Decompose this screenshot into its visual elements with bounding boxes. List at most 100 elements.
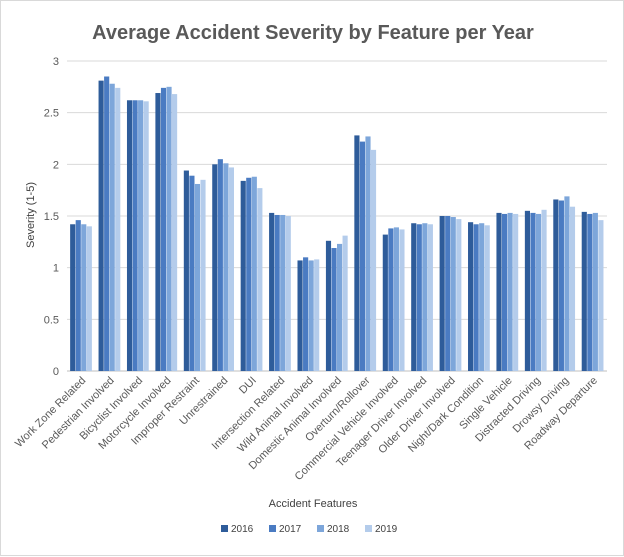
bar-2019	[541, 209, 547, 371]
bar-2016	[70, 224, 76, 371]
bar-2016	[382, 234, 388, 371]
legend-swatch	[269, 525, 276, 532]
bar-2016	[183, 170, 189, 371]
bar-2018	[194, 183, 201, 371]
bar-2017	[416, 224, 422, 371]
y-axis-title: Severity (1-5)	[25, 182, 37, 248]
bar-2016	[98, 80, 104, 371]
bar-2018	[251, 176, 257, 371]
bar-2019	[257, 188, 263, 371]
bar-2017	[359, 141, 366, 371]
y-tick-label: 1	[53, 263, 59, 275]
x-tick-label: DUI	[237, 375, 259, 397]
bar-2016	[297, 260, 303, 371]
y-tick-labels: 0 0.5 1 1.5 2 2.5 3	[44, 56, 59, 378]
bar-2016	[439, 216, 445, 371]
bar-2018	[337, 243, 343, 371]
bar-2019	[427, 224, 433, 371]
bar-2018	[592, 212, 598, 371]
bar-2017	[388, 228, 394, 371]
bar-2019	[200, 179, 206, 371]
bar-2016	[269, 212, 275, 371]
x-axis-title: Accident Features	[269, 498, 358, 510]
legend-swatch	[365, 525, 372, 532]
bar-2016	[325, 240, 332, 371]
bars	[70, 76, 604, 372]
bar-2018	[223, 163, 229, 371]
y-tick-label: 0	[53, 366, 59, 378]
bar-2018	[81, 224, 87, 371]
chart-title: Average Accident Severity by Feature per…	[92, 22, 534, 44]
bar-2019	[569, 206, 576, 371]
bar-2018	[138, 100, 144, 372]
bar-2017	[558, 200, 564, 371]
legend-label: 2018	[327, 524, 350, 535]
bar-2018	[450, 217, 456, 371]
bar-2016	[155, 93, 161, 371]
bar-2018	[365, 136, 371, 371]
bar-2016	[126, 100, 133, 372]
bar-2016	[240, 180, 246, 371]
bar-2016	[581, 211, 587, 371]
bar-2019	[143, 101, 149, 372]
bar-2019	[285, 216, 291, 371]
bar-2017	[530, 212, 536, 371]
bar-2019	[456, 219, 462, 371]
bar-2017	[104, 76, 110, 371]
y-tick-label: 2.5	[44, 108, 59, 120]
bar-2017	[331, 248, 337, 371]
legend: 2016 2017 2018 2019	[221, 524, 398, 535]
legend-label: 2016	[231, 524, 254, 535]
bar-2017	[303, 257, 309, 371]
y-tick-label: 2	[53, 159, 59, 171]
bar-2019	[370, 149, 377, 371]
bar-2017	[160, 87, 167, 372]
bar-2016	[553, 199, 559, 371]
bar-2019	[484, 225, 490, 371]
bar-2018	[535, 213, 542, 371]
bar-2016	[496, 212, 502, 371]
bar-2018	[166, 86, 172, 371]
bar-2019	[513, 213, 519, 371]
bar-2017	[75, 220, 81, 371]
bar-2017	[132, 100, 138, 372]
bar-2016	[524, 210, 530, 371]
bar-2017	[189, 175, 195, 371]
bar-2019	[598, 220, 604, 371]
bar-2017	[501, 213, 508, 371]
bar-2018	[393, 227, 399, 371]
bar-2017	[217, 159, 223, 371]
bar-2019	[228, 167, 234, 371]
bar-2019	[314, 259, 320, 371]
bar-2016	[411, 223, 417, 371]
bar-2018	[479, 223, 485, 371]
y-tick-label: 1.5	[44, 211, 59, 223]
legend-label: 2017	[279, 524, 302, 535]
bar-2019	[115, 87, 121, 372]
y-tick-label: 0.5	[44, 314, 59, 326]
bar-2018	[507, 212, 513, 371]
bar-2019	[172, 94, 178, 371]
bar-2018	[109, 83, 115, 371]
bar-2016	[468, 222, 474, 371]
legend-swatch	[317, 525, 324, 532]
legend-label: 2019	[375, 524, 398, 535]
bar-2019	[342, 235, 348, 371]
bar-2019	[399, 229, 405, 371]
legend-swatch	[221, 525, 228, 532]
bar-2017	[274, 214, 280, 371]
bar-2018	[280, 214, 286, 371]
bar-2018	[564, 196, 570, 371]
bar-2018	[308, 260, 314, 371]
bar-2016	[354, 135, 360, 371]
bar-2017	[473, 224, 479, 371]
bar-2019	[86, 226, 92, 371]
bar-2017	[587, 213, 593, 371]
y-tick-label: 3	[53, 56, 59, 68]
bar-2017	[445, 216, 451, 371]
bar-2018	[422, 223, 428, 371]
bar-2016	[212, 164, 218, 371]
